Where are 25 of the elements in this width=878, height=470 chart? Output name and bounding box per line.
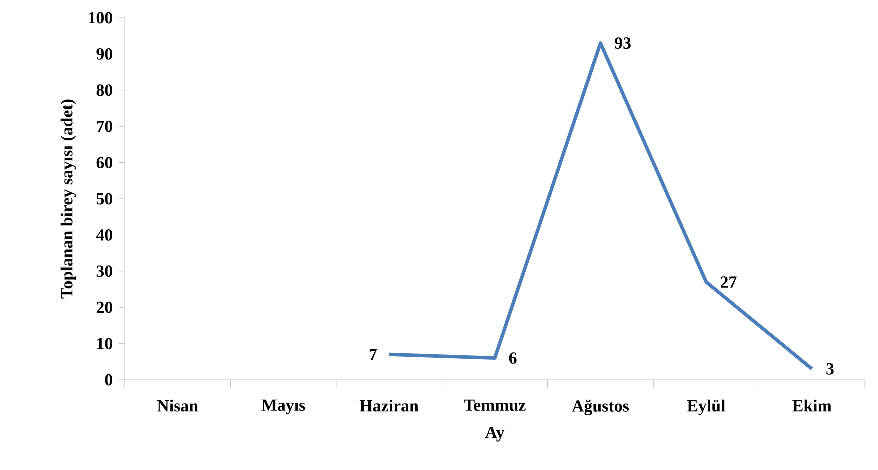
data-label: 3 (826, 363, 834, 375)
y-tick-label: 0 (105, 374, 113, 386)
y-tick-label: 20 (96, 302, 113, 314)
x-tick-label: Haziran (360, 400, 419, 412)
y-axis-title: Toplanan birey sayısı (adet) (60, 100, 76, 299)
x-axis-title: Ay (485, 427, 505, 442)
y-tick-label: 10 (98, 338, 113, 350)
data-label: 27 (720, 276, 737, 288)
x-tick-label: Nisan (157, 400, 198, 412)
data-label: 6 (509, 352, 517, 364)
data-label: 93 (615, 38, 631, 50)
y-tick-label: 30 (96, 266, 113, 278)
y-tick-label: 50 (96, 193, 113, 205)
data-label: 7 (370, 349, 378, 360)
x-tick-label: Temmuz (464, 400, 526, 412)
x-tick-label: Ekim (792, 400, 832, 412)
x-tick-label: Ağustos (572, 400, 629, 416)
y-tick-label: 40 (96, 229, 113, 241)
y-tick-label: 80 (96, 84, 113, 96)
x-tick-label: Eylül (687, 400, 726, 416)
y-tick-label: 90 (96, 48, 113, 60)
y-tick-label: 60 (96, 157, 113, 169)
x-tick-label: Mayıs (262, 400, 306, 415)
y-tick-label: 100 (89, 12, 113, 24)
y-tick-label: 70 (97, 120, 113, 132)
